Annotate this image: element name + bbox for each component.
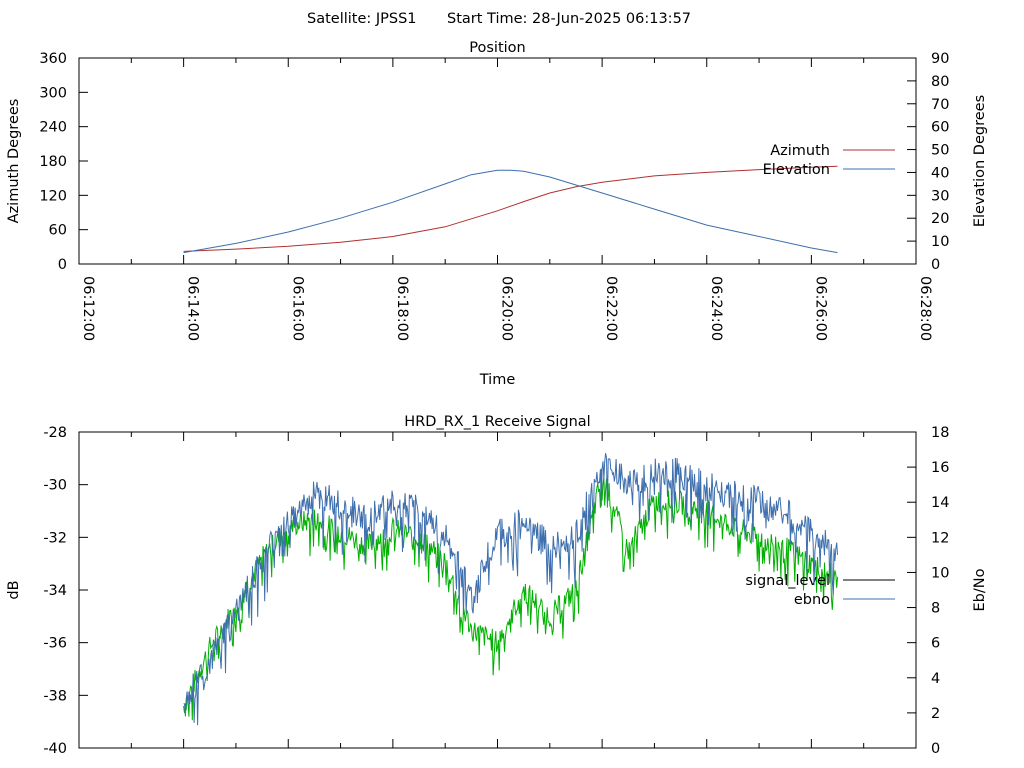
y2-tick-label: 18: [931, 425, 949, 441]
y2-tick-label: 90: [931, 51, 949, 67]
y2-tick-label: 16: [931, 460, 949, 476]
series-line-Azimuth: [183, 165, 838, 252]
y-tick-label: 60: [49, 223, 67, 239]
y-tick-label: -30: [43, 478, 67, 494]
series-line-signal_level: [183, 468, 838, 721]
y-tick-label: -38: [43, 688, 67, 704]
plot-frame: [78, 57, 917, 265]
y2-tick-label: 70: [931, 97, 949, 113]
x-tick-label: 06:12:00: [80, 276, 96, 341]
series-line-Elevation: [183, 169, 838, 254]
y-tick-label: -40: [43, 741, 67, 757]
x-tick-label: 06:14:00: [185, 276, 201, 341]
x-axis-label: Time: [479, 372, 516, 388]
y2-axis-label: Elevation Degrees: [972, 95, 988, 227]
series-line-ebno: [183, 453, 838, 726]
y-tick-label: 300: [39, 85, 67, 101]
chart-title: HRD_RX_1 Receive Signal: [404, 414, 590, 430]
y-tick-label: 120: [39, 188, 67, 204]
legend-label-Elevation: Elevation: [763, 162, 830, 178]
x-tick-label: 06:16:00: [289, 276, 305, 341]
y2-tick-label: 0: [931, 257, 940, 273]
receive-signal-chart: HRD_RX_1 Receive Signal -40 -38 -36 -34 -32 -3…: [6, 414, 988, 757]
position-chart: Position 06:12:00 06:14:00 06:16:00 06:18:00…: [6, 40, 988, 388]
x-tick-label: 06:22:00: [603, 276, 619, 341]
y2-tick-label: 8: [931, 601, 940, 617]
start-time-label: Start Time: 28-Jun-2025 06:13:57: [447, 11, 691, 27]
y-tick-label: 180: [39, 154, 67, 170]
y2-tick-label: 30: [931, 188, 949, 204]
y-tick-label: 240: [39, 120, 67, 136]
y2-axis-label: Eb/No: [972, 568, 988, 611]
y-tick-label: -36: [43, 636, 67, 652]
y2-tick-label: 40: [931, 165, 949, 181]
y2-tick-label: 10: [931, 565, 949, 581]
y2-tick-label: 14: [931, 495, 949, 511]
y2-tick-label: 0: [931, 741, 940, 757]
y-tick-label: -32: [43, 530, 67, 546]
y-tick-label: -34: [43, 583, 67, 599]
plot-frame: [78, 431, 917, 749]
y-axis-label: Azimuth Degrees: [6, 99, 22, 224]
y2-tick-label: 20: [931, 211, 949, 227]
x-tick-label: 06:26:00: [812, 276, 828, 341]
y2-tick-label: 2: [931, 706, 940, 722]
x-tick-label: 06:18:00: [394, 276, 410, 341]
satellite-label: Satellite: JPSS1: [307, 11, 417, 27]
legend-label-Azimuth: Azimuth: [770, 143, 830, 159]
x-tick-label: 06:20:00: [499, 276, 515, 341]
y2-tick-label: 12: [931, 530, 949, 546]
y-tick-label: 360: [39, 51, 67, 67]
y2-tick-label: 80: [931, 74, 949, 90]
y2-tick-label: 6: [931, 636, 940, 652]
y2-tick-label: 50: [931, 143, 949, 159]
legend-label-ebno: ebno: [794, 592, 830, 608]
y-tick-label: 0: [58, 257, 67, 273]
chart-title: Position: [469, 40, 525, 56]
legend-label-signal_level: signal_level: [745, 573, 830, 589]
x-tick-label: 06:28:00: [917, 276, 933, 341]
y2-tick-label: 10: [931, 234, 949, 250]
y-tick-label: -28: [43, 425, 67, 441]
y-axis-label: dB: [6, 580, 22, 599]
y2-tick-label: 4: [931, 671, 940, 687]
y2-tick-label: 60: [931, 120, 949, 136]
x-tick-label: 06:24:00: [708, 276, 724, 341]
